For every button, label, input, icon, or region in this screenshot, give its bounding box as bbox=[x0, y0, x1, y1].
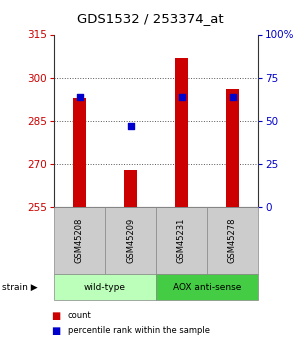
Text: AOX anti-sense: AOX anti-sense bbox=[173, 283, 241, 292]
Text: GSM45231: GSM45231 bbox=[177, 218, 186, 263]
Text: GSM45278: GSM45278 bbox=[228, 218, 237, 263]
Text: ■: ■ bbox=[51, 326, 60, 335]
Text: GSM45209: GSM45209 bbox=[126, 218, 135, 263]
Text: GSM45208: GSM45208 bbox=[75, 218, 84, 263]
Bar bbox=[175, 58, 188, 207]
Bar bbox=[73, 98, 86, 207]
Text: percentile rank within the sample: percentile rank within the sample bbox=[68, 326, 209, 335]
Point bbox=[128, 123, 133, 129]
Point bbox=[179, 94, 184, 99]
Text: wild-type: wild-type bbox=[84, 283, 126, 292]
Text: GDS1532 / 253374_at: GDS1532 / 253374_at bbox=[77, 12, 223, 25]
Point bbox=[77, 94, 82, 99]
Text: ■: ■ bbox=[51, 311, 60, 321]
Bar bbox=[124, 170, 137, 207]
Point bbox=[230, 94, 235, 99]
Text: count: count bbox=[68, 311, 91, 320]
Text: strain ▶: strain ▶ bbox=[2, 283, 37, 292]
Bar bbox=[226, 89, 239, 207]
